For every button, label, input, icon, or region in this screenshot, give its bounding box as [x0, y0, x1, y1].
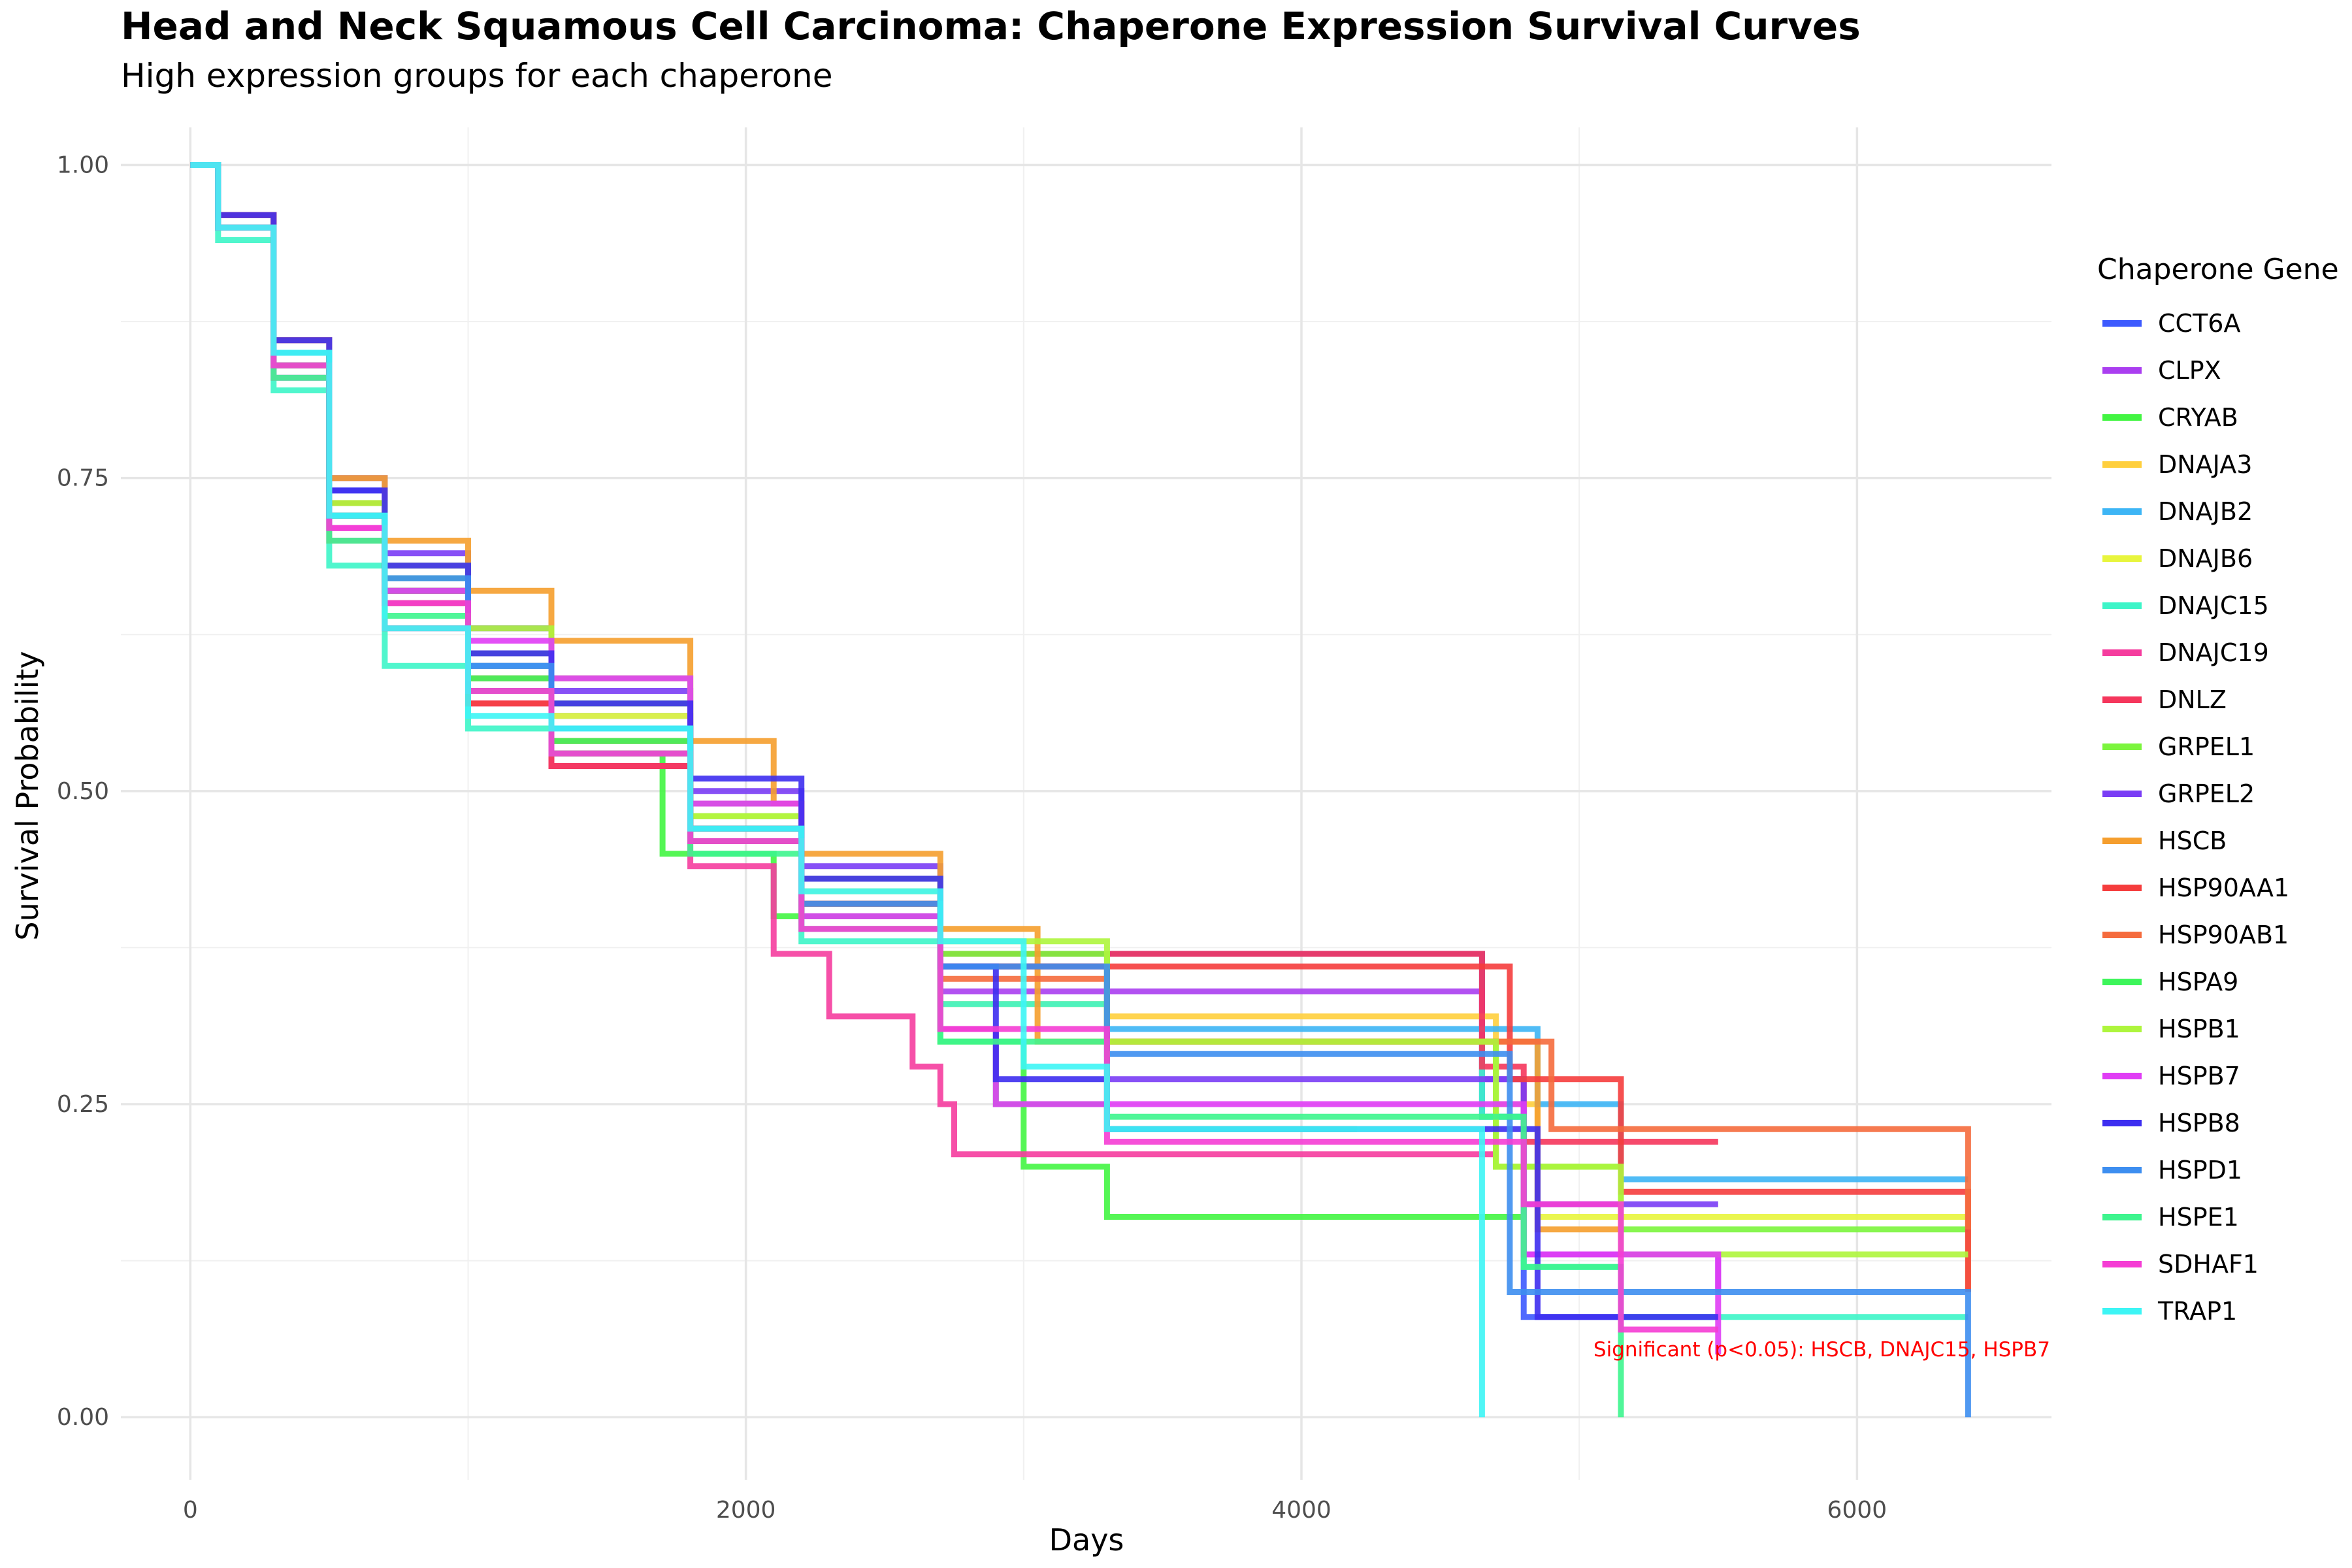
- legend-label-hsp90ab1: HSP90AB1: [2158, 921, 2289, 949]
- legend-label-dnaja3: DNAJA3: [2158, 450, 2252, 479]
- survival-curves: [190, 162, 1971, 1418]
- legend-label-trap1: TRAP1: [2157, 1297, 2237, 1326]
- legend-label-hspd1: HSPD1: [2158, 1156, 2242, 1184]
- survival-curve-trap1: [190, 162, 1485, 1418]
- legend-label-dnajb2: DNAJB2: [2158, 497, 2253, 526]
- x-tick-label: 4000: [1271, 1497, 1331, 1524]
- legend-label-hsp90aa1: HSP90AA1: [2158, 874, 2289, 902]
- x-axis-title: Days: [1049, 1522, 1124, 1558]
- x-tick-label: 6000: [1827, 1497, 1887, 1524]
- x-tick-label: 0: [183, 1497, 198, 1524]
- y-tick-label: 0.50: [57, 778, 109, 805]
- y-tick-label: 0.00: [57, 1404, 109, 1431]
- legend-label-hspb7: HSPB7: [2158, 1062, 2240, 1090]
- legend-label-grpel2: GRPEL2: [2158, 779, 2255, 808]
- legend-label-hspb1: HSPB1: [2158, 1015, 2240, 1043]
- legend-label-hspe1: HSPE1: [2158, 1203, 2239, 1232]
- chart-title: Head and Neck Squamous Cell Carcinoma: C…: [121, 4, 1861, 48]
- legend-label-grpel1: GRPEL1: [2158, 732, 2255, 761]
- legend-label-hspa9: HSPA9: [2158, 968, 2238, 996]
- legend-label-dnajc19: DNAJC19: [2158, 638, 2269, 667]
- legend-label-cct6a: CCT6A: [2158, 309, 2240, 338]
- minor-gridlines: [121, 127, 2051, 1480]
- legend-label-cryab: CRYAB: [2158, 403, 2238, 432]
- legend-label-dnajc15: DNAJC15: [2158, 591, 2269, 620]
- legend-label-sdhaf1: SDHAF1: [2158, 1250, 2259, 1279]
- significance-annotation: Significant (p<0.05): HSCB, DNAJC15, HSP…: [1593, 1338, 2050, 1362]
- chart-subtitle: High expression groups for each chaperon…: [121, 57, 833, 95]
- y-tick-label: 0.25: [57, 1091, 109, 1118]
- legend-title: Chaperone Gene: [2097, 253, 2339, 286]
- legend-label-dnajb6: DNAJB6: [2158, 544, 2253, 573]
- y-tick-label: 1.00: [57, 152, 109, 179]
- y-tick-label: 0.75: [57, 465, 109, 492]
- y-axis-tick-labels: 0.00 0.25 0.50 0.75 1.00: [57, 152, 109, 1431]
- legend: CCT6A CLPX CRYAB DNAJA3 DNAJB2 DNAJB6 DNAJC15 D…: [2102, 309, 2289, 1326]
- legend-label-clpx: CLPX: [2158, 356, 2221, 385]
- x-tick-label: 2000: [716, 1497, 776, 1524]
- y-axis-title: Survival Probability: [10, 651, 45, 940]
- legend-label-hscb: HSCB: [2158, 826, 2227, 855]
- legend-label-dnlz: DNLZ: [2158, 685, 2227, 714]
- legend-label-hspb8: HSPB8: [2158, 1109, 2240, 1137]
- x-axis-tick-labels: 0 2000 4000 6000: [183, 1497, 1887, 1524]
